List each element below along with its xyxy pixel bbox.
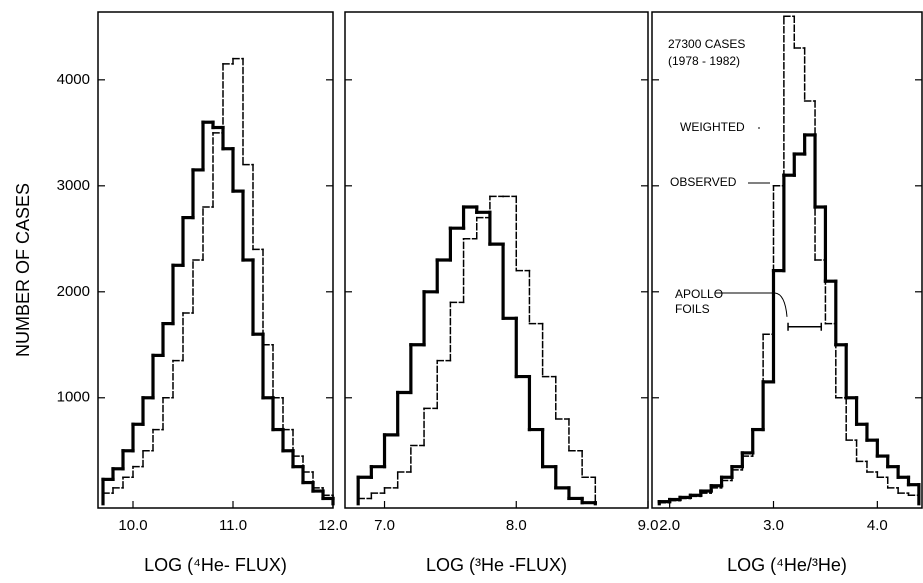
x-tick-label: 12.0	[318, 517, 347, 534]
x-tick-label: 2.0	[659, 517, 680, 534]
x-axis-title: LOG (⁴He- FLUX)	[144, 555, 287, 575]
y-tick-label: 4000	[57, 71, 90, 88]
annotation: FOILS	[675, 302, 710, 316]
annotation: 27300 CASES	[668, 37, 745, 51]
panel-frame	[651, 11, 923, 509]
leader-line	[715, 292, 788, 317]
series-label: WEIGHTED	[680, 120, 745, 134]
x-tick-label: 10.0	[118, 517, 147, 534]
x-tick-label: 9.0	[638, 517, 659, 534]
y-tick-label: 3000	[57, 177, 90, 194]
panel-frame	[344, 11, 649, 509]
y-tick-label: 1000	[57, 389, 90, 406]
x-axis-title: LOG (⁴He/³He)	[727, 555, 847, 575]
x-tick-label: 8.0	[506, 517, 527, 534]
x-tick-label: 11.0	[219, 517, 247, 534]
annotation: APOLLO	[675, 287, 723, 301]
panel-frame	[97, 11, 334, 509]
x-tick-label: 4.0	[867, 517, 888, 534]
y-tick-label: 2000	[57, 283, 90, 300]
error-bar	[787, 322, 823, 331]
y-axis-title: NUMBER OF CASES	[13, 183, 33, 357]
x-tick-label: 3.0	[763, 517, 784, 534]
annotation: (1978 - 1982)	[668, 54, 740, 68]
x-tick-label: 7.0	[374, 517, 395, 534]
series-label: OBSERVED	[670, 175, 737, 189]
x-axis-title: LOG (³He -FLUX)	[426, 555, 567, 575]
